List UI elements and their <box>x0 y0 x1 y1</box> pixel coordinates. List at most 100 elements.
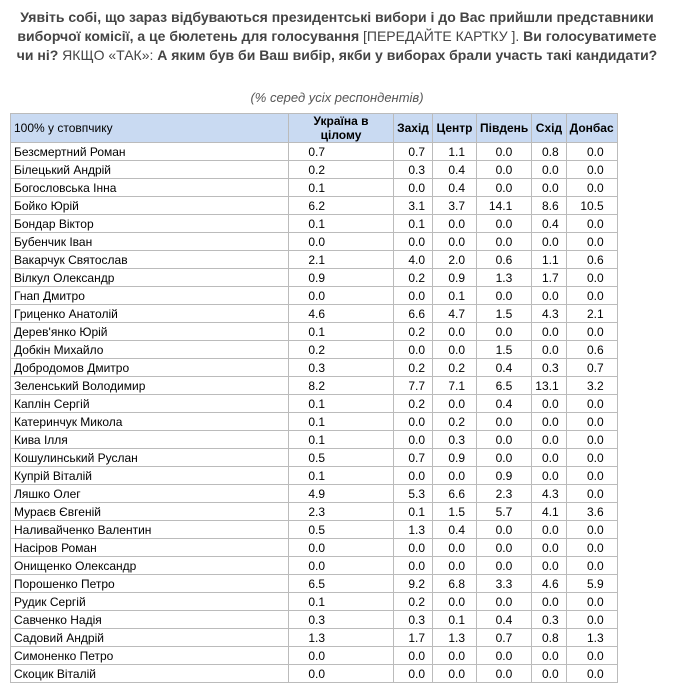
value-cell: 0.0 <box>565 160 618 179</box>
value-cell: 0.0 <box>288 538 394 557</box>
value-cell: 0.0 <box>531 538 567 557</box>
table-row: Скоцик Віталій 0.0 0.0 0.0 0.0 0.0 0.0 <box>10 664 618 683</box>
candidate-name: Мураєв Євгеній <box>10 502 289 521</box>
value-cell: 0.0 <box>432 664 477 683</box>
value-cell: 4.7 <box>432 304 477 323</box>
table-row: Добкін Михайло 0.2 0.0 0.0 1.5 0.0 0.6 <box>10 340 618 359</box>
value-cell: 0.0 <box>475 286 533 305</box>
value-cell: 0.2 <box>393 394 433 413</box>
value-cell: 1.3 <box>393 520 433 539</box>
value-cell: 0.1 <box>432 610 477 629</box>
value-cell: 0.1 <box>432 286 477 305</box>
value-cell: 1.7 <box>531 268 567 287</box>
candidate-name: Добродомов Дмитро <box>10 358 289 377</box>
value-cell: 1.3 <box>288 628 394 647</box>
value-cell: 4.6 <box>531 574 567 593</box>
column-header: Схід <box>531 113 567 143</box>
value-cell: 0.0 <box>531 448 567 467</box>
value-cell: 0.0 <box>393 664 433 683</box>
value-cell: 1.3 <box>565 628 618 647</box>
value-cell: 0.0 <box>432 322 477 341</box>
value-cell: 6.6 <box>393 304 433 323</box>
table-row: Симоненко Петро 0.0 0.0 0.0 0.0 0.0 0.0 <box>10 646 618 665</box>
value-cell: 0.0 <box>432 592 477 611</box>
results-table: 100% у стовпчику Україна в цілому Захід Цен… <box>10 113 618 683</box>
value-cell: 0.0 <box>432 466 477 485</box>
value-cell: 0.0 <box>565 430 618 449</box>
value-cell: 5.9 <box>565 574 618 593</box>
candidate-name: Каплін Сергій <box>10 394 289 413</box>
value-cell: 2.0 <box>432 250 477 269</box>
value-cell: 0.0 <box>288 646 394 665</box>
value-cell: 0.0 <box>565 556 618 575</box>
value-cell: 0.8 <box>531 628 567 647</box>
value-cell: 0.1 <box>393 502 433 521</box>
value-cell: 0.7 <box>288 142 394 161</box>
table-row: Бойко Юрій 6.2 3.1 3.7 14.1 8.6 10.5 <box>10 196 618 215</box>
candidate-name: Садовий Андрій <box>10 628 289 647</box>
candidate-name: Гриценко Анатолій <box>10 304 289 323</box>
title-part: [ПЕРЕДАЙТЕ КАРТКУ ]. <box>363 28 520 44</box>
table-row: Насіров Роман 0.0 0.0 0.0 0.0 0.0 0.0 <box>10 538 618 557</box>
value-cell: 0.0 <box>565 484 618 503</box>
value-cell: 0.2 <box>393 358 433 377</box>
value-cell: 1.5 <box>475 304 533 323</box>
value-cell: 5.7 <box>475 502 533 521</box>
value-cell: 1.5 <box>432 502 477 521</box>
value-cell: 10.5 <box>565 196 618 215</box>
value-cell: 0.0 <box>475 214 533 233</box>
value-cell: 0.0 <box>531 430 567 449</box>
value-cell: 0.0 <box>288 556 394 575</box>
value-cell: 0.0 <box>565 466 618 485</box>
value-cell: 0.0 <box>475 412 533 431</box>
value-cell: 0.0 <box>432 646 477 665</box>
candidate-name: Кошулинський Руслан <box>10 448 289 467</box>
value-cell: 0.4 <box>475 394 533 413</box>
value-cell: 0.0 <box>531 664 567 683</box>
column-header: Захід <box>393 113 433 143</box>
value-cell: 0.0 <box>393 340 433 359</box>
value-cell: 0.0 <box>531 412 567 431</box>
candidate-name: Порошенко Петро <box>10 574 289 593</box>
value-cell: 13.1 <box>531 376 567 395</box>
candidate-name: Ляшко Олег <box>10 484 289 503</box>
value-cell: 0.0 <box>393 412 433 431</box>
value-cell: 14.1 <box>475 196 533 215</box>
value-cell: 0.9 <box>475 466 533 485</box>
value-cell: 0.9 <box>432 268 477 287</box>
table-row: Катеринчук Микола 0.1 0.0 0.2 0.0 0.0 0.0 <box>10 412 618 431</box>
value-cell: 3.3 <box>475 574 533 593</box>
value-cell: 0.3 <box>432 430 477 449</box>
value-cell: 0.3 <box>531 358 567 377</box>
table-row: Савченко Надія 0.3 0.3 0.1 0.4 0.3 0.0 <box>10 610 618 629</box>
value-cell: 0.0 <box>565 646 618 665</box>
title-part: Ви голосуватимете чи ні? <box>16 28 657 63</box>
value-cell: 0.1 <box>393 214 433 233</box>
value-cell: 0.3 <box>288 610 394 629</box>
value-cell: 1.3 <box>475 268 533 287</box>
value-cell: 0.1 <box>288 412 394 431</box>
value-cell: 0.0 <box>565 214 618 233</box>
candidate-name: Дерев'янко Юрій <box>10 322 289 341</box>
value-cell: 4.1 <box>531 502 567 521</box>
column-header: Україна в цілому <box>288 113 394 143</box>
candidate-name: Наливайченко Валентин <box>10 520 289 539</box>
value-cell: 0.0 <box>475 538 533 557</box>
value-cell: 0.0 <box>531 466 567 485</box>
table-row: Добродомов Дмитро 0.3 0.2 0.2 0.4 0.3 0.7 <box>10 358 618 377</box>
value-cell: 0.9 <box>432 448 477 467</box>
value-cell: 0.0 <box>432 340 477 359</box>
table-row: Дерев'янко Юрій 0.1 0.2 0.0 0.0 0.0 0.0 <box>10 322 618 341</box>
value-cell: 0.0 <box>565 178 618 197</box>
value-cell: 0.0 <box>531 556 567 575</box>
candidate-name: Скоцик Віталій <box>10 664 289 683</box>
value-cell: 0.0 <box>288 232 394 251</box>
column-header: Донбас <box>565 113 618 143</box>
value-cell: 0.0 <box>432 394 477 413</box>
value-cell: 6.5 <box>288 574 394 593</box>
value-cell: 0.0 <box>393 232 433 251</box>
title-part: А яким був би Ваш вибір, якби у виборах … <box>157 47 658 63</box>
candidate-name: Добкін Михайло <box>10 340 289 359</box>
value-cell: 0.0 <box>475 178 533 197</box>
value-cell: 6.6 <box>432 484 477 503</box>
